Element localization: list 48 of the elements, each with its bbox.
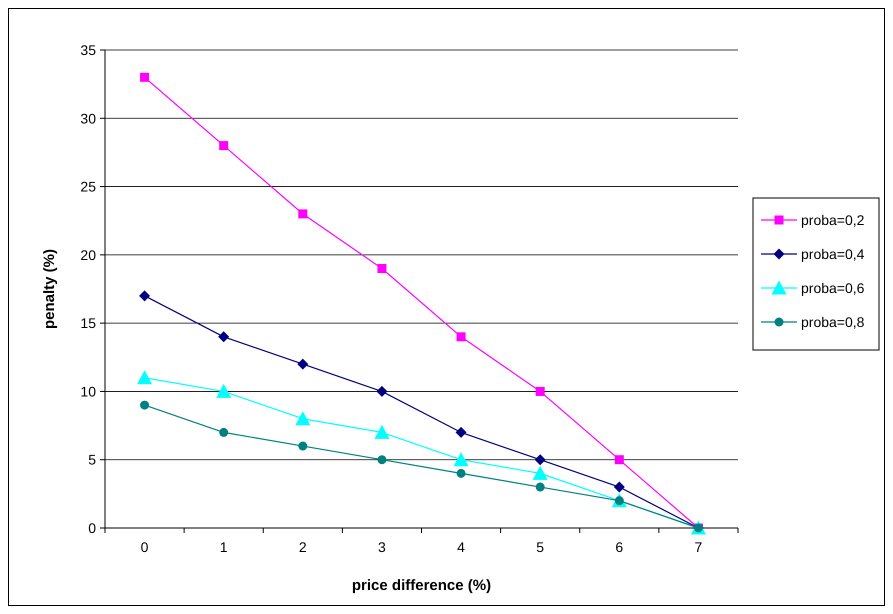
point — [140, 72, 150, 82]
y-tick-label: 15 — [80, 315, 96, 332]
legend-label: proba=0,2 — [801, 212, 865, 228]
y-tick-label: 10 — [80, 383, 96, 400]
point — [137, 370, 152, 384]
point — [297, 358, 308, 370]
point — [216, 384, 232, 398]
point — [295, 411, 310, 426]
x-tick-label: 7 — [694, 539, 703, 555]
point — [614, 455, 624, 464]
x-axis-title: price difference (%) — [352, 577, 492, 594]
y-tick-label: 0 — [88, 520, 96, 536]
y-tick-label: 5 — [88, 452, 96, 468]
point — [534, 454, 546, 466]
point — [374, 424, 390, 439]
legend-label: proba=0,6 — [801, 280, 865, 296]
point — [376, 386, 388, 397]
x-tick-label: 0 — [140, 539, 149, 555]
legend-label: proba=0,8 — [801, 314, 865, 330]
point — [218, 331, 230, 342]
point — [298, 442, 308, 451]
point — [219, 428, 228, 437]
point — [456, 332, 466, 342]
x-tick-label: 5 — [536, 539, 544, 555]
point — [377, 264, 386, 274]
point — [454, 452, 469, 466]
point — [536, 482, 545, 492]
x-tick-label: 4 — [457, 539, 466, 555]
point — [140, 400, 150, 410]
point — [377, 455, 386, 464]
y-tick-label: 25 — [80, 178, 96, 195]
point — [139, 290, 150, 302]
point — [219, 141, 228, 150]
point — [532, 466, 548, 480]
point — [456, 468, 466, 478]
x-tick-label: 6 — [615, 539, 624, 555]
x-tick-label: 3 — [378, 539, 386, 555]
point — [536, 386, 545, 396]
y-tick-label: 20 — [80, 246, 96, 263]
x-tick-label: 1 — [220, 539, 228, 555]
x-tick-label: 2 — [298, 539, 307, 555]
point — [614, 482, 625, 493]
point — [298, 209, 308, 218]
legend-label: proba=0,4 — [801, 246, 865, 262]
y-axis-title: penalty (%) — [41, 248, 58, 330]
y-tick-label: 35 — [80, 42, 96, 58]
y-tick-label: 30 — [80, 110, 96, 126]
point — [456, 426, 467, 438]
